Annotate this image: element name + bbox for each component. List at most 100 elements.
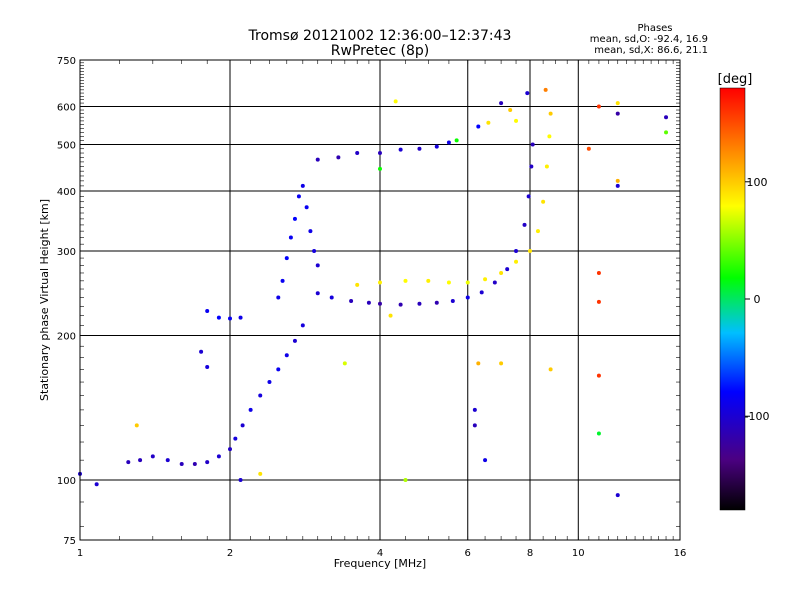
data-point (366, 300, 371, 305)
data-point (528, 249, 532, 254)
data-point (248, 407, 253, 412)
chart-subtitle: RwPretec (8p) (331, 43, 429, 59)
data-point (378, 166, 382, 171)
x-tick-label: 10 (572, 548, 585, 559)
data-point (483, 277, 488, 282)
data-point (596, 299, 601, 304)
data-point (393, 99, 398, 104)
data-point (284, 353, 289, 358)
data-point (292, 216, 297, 221)
data-point (233, 436, 238, 441)
x-tick-label: 16 (674, 548, 687, 559)
data-point (505, 267, 510, 272)
data-point (238, 478, 243, 483)
data-point (94, 482, 99, 487)
data-point (296, 194, 301, 199)
data-point (228, 447, 232, 452)
y-tick-label: 100 (57, 476, 76, 487)
x-tick-label: 4 (377, 548, 383, 559)
data-point (238, 315, 243, 320)
y-tick-label: 200 (57, 332, 76, 343)
data-point (126, 460, 131, 465)
colorbar-label: [deg] (718, 72, 753, 87)
data-point (664, 115, 669, 120)
grid (80, 60, 680, 540)
data-point (472, 423, 477, 428)
data-point (525, 91, 530, 96)
data-point (492, 280, 497, 285)
colorbar-tick-label: 100 (747, 176, 768, 189)
data-point (450, 299, 455, 304)
x-tick-label: 6 (465, 548, 471, 559)
data-point (499, 101, 504, 106)
data-point (615, 493, 620, 498)
data-point (276, 295, 281, 300)
data-point (288, 235, 293, 240)
stats-o: mean, sd,O: -92.4, 16.9 (590, 34, 708, 45)
data-point (280, 278, 285, 283)
x-tick-label: 1 (77, 548, 83, 559)
data-point (499, 270, 504, 275)
data-point (378, 301, 382, 306)
data-point (596, 373, 601, 378)
data-point (615, 101, 620, 106)
data-point (138, 458, 143, 463)
data-point (315, 291, 320, 296)
data-point (454, 138, 459, 143)
stats-x: mean, sd,X: 86.6, 21.1 (594, 45, 708, 56)
data-point (417, 146, 422, 151)
data-point (312, 249, 317, 254)
chart-title: Tromsø 20121002 12:36:00–12:37:43 (248, 28, 512, 44)
data-point (479, 290, 484, 295)
data-point (417, 301, 422, 306)
data-point (514, 118, 519, 123)
data-point (499, 361, 504, 366)
data-point (446, 140, 451, 145)
colorbar (719, 87, 746, 511)
data-point (476, 124, 481, 129)
data-point (465, 295, 470, 300)
data-point (472, 407, 477, 412)
colorbar-tick-label: -100 (745, 410, 770, 423)
data-point (446, 280, 451, 285)
data-point (596, 270, 601, 275)
y-tick-label: 400 (57, 187, 76, 198)
axis-ticks: 1 2 4 6 8 10 16 75 100 200 300 400 500 600 750 (57, 56, 686, 559)
data-point (508, 108, 513, 113)
data-point (216, 315, 221, 320)
data-point (547, 134, 552, 139)
data-point (300, 183, 305, 188)
data-point (378, 151, 382, 156)
data-point (615, 183, 620, 188)
data-point (205, 308, 210, 313)
data-point (292, 338, 297, 343)
data-point (378, 280, 382, 285)
y-tick-label: 75 (63, 536, 76, 547)
data-point (541, 199, 546, 204)
stats-title: Phases (637, 23, 672, 34)
data-point (355, 151, 360, 156)
data-point (483, 458, 488, 463)
x-axis-label: Frequency [MHz] (334, 557, 426, 570)
data-point (426, 278, 431, 283)
data-point (388, 313, 393, 318)
data-point (179, 461, 184, 466)
x-tick-label: 8 (527, 548, 533, 559)
data-point (543, 87, 548, 92)
data-point (398, 302, 403, 307)
y-tick-label: 300 (57, 247, 76, 258)
data-point (134, 423, 139, 428)
data-point (349, 299, 354, 304)
data-point (398, 147, 403, 152)
data-point (304, 205, 309, 210)
data-point (258, 393, 263, 398)
data-point (205, 460, 210, 465)
data-point (544, 164, 549, 169)
data-point (522, 222, 527, 227)
y-axis-label: Stationary phase Virtual Height [km] (38, 199, 51, 401)
data-point (315, 157, 320, 162)
data-point (300, 323, 305, 328)
y-tick-label: 600 (57, 103, 76, 114)
data-point (403, 278, 408, 283)
